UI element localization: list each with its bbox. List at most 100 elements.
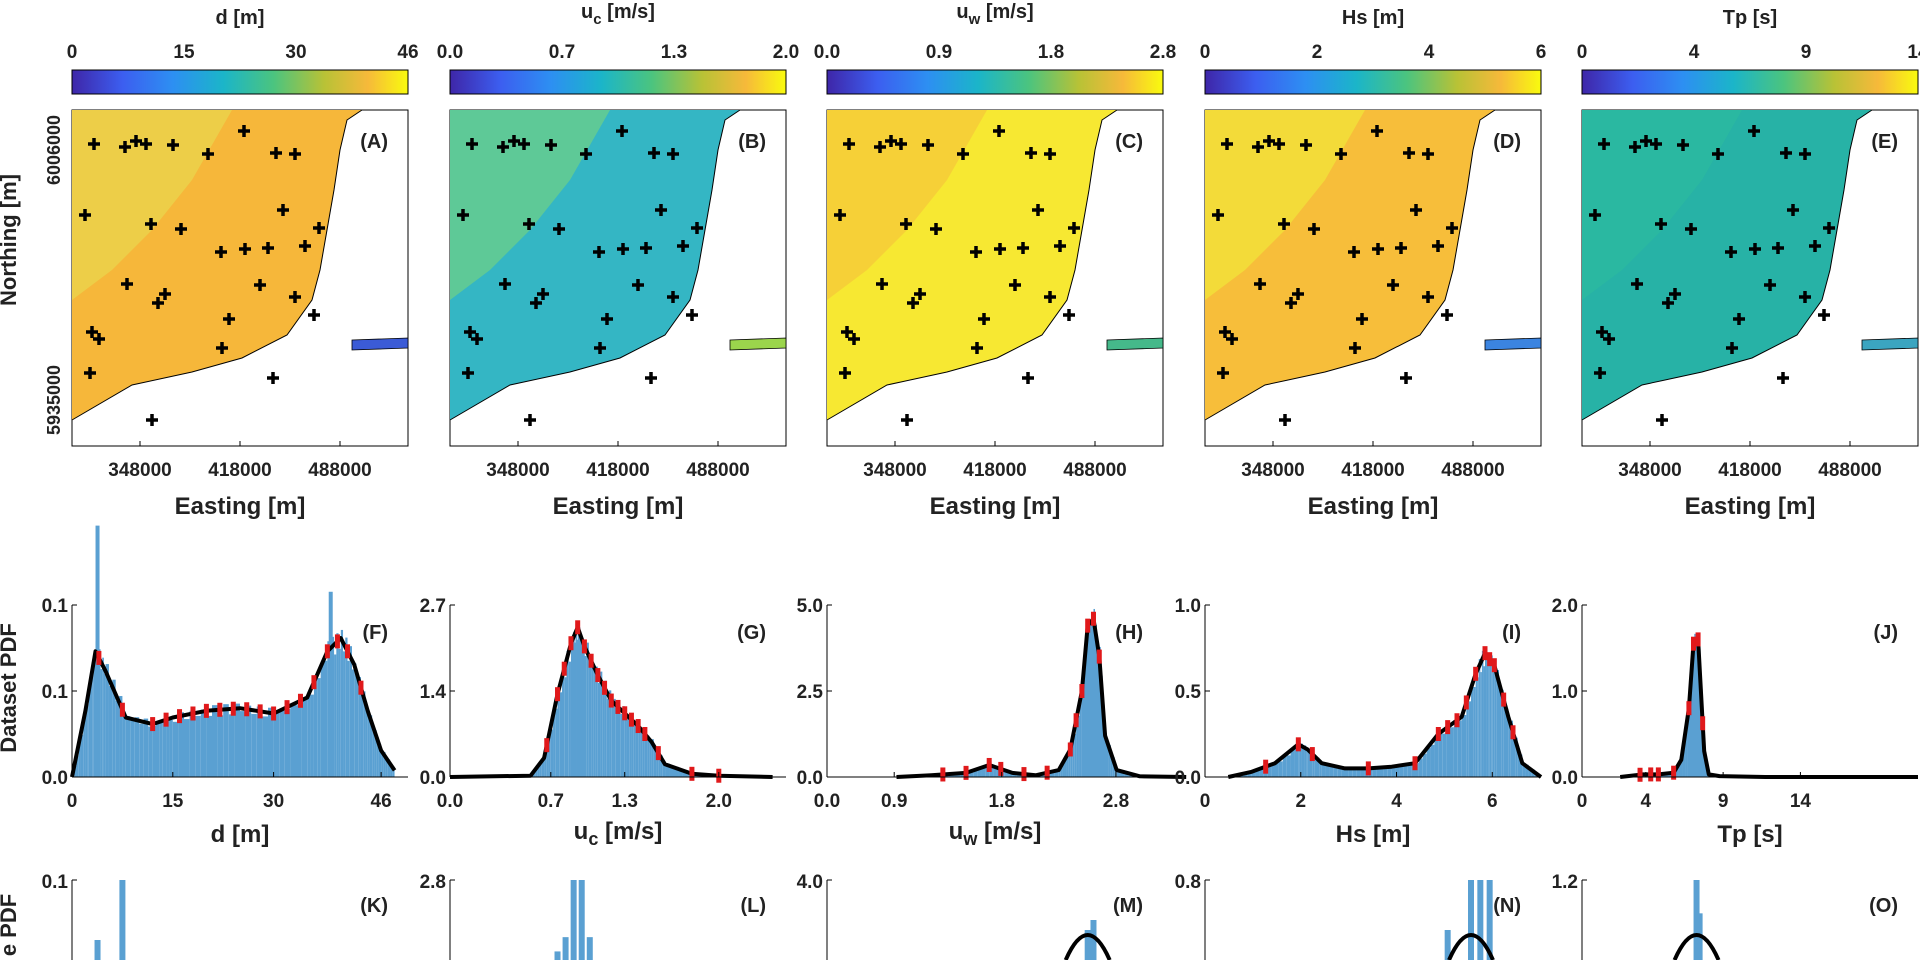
histogram-bar bbox=[1399, 766, 1404, 777]
y-tick-label: 2.7 bbox=[420, 596, 446, 617]
station-marker bbox=[1044, 148, 1056, 160]
x-axis-label: Hs [m] bbox=[1336, 821, 1411, 848]
station-marker bbox=[1772, 242, 1784, 254]
histogram-bar bbox=[1696, 646, 1699, 777]
x-tick-label: 4 bbox=[1391, 791, 1402, 812]
sample-marker bbox=[96, 650, 102, 665]
histogram-bar bbox=[1496, 670, 1499, 777]
sample-marker bbox=[1487, 652, 1493, 667]
histogram-bar bbox=[1383, 768, 1388, 777]
x-tick-label: 0 bbox=[1200, 791, 1211, 812]
sample-marker bbox=[615, 699, 621, 714]
station-marker bbox=[119, 141, 131, 153]
station-marker bbox=[1764, 279, 1776, 291]
map-field bbox=[1581, 109, 1919, 447]
histogram-bar bbox=[1461, 711, 1464, 777]
station-marker bbox=[79, 209, 91, 221]
histogram-bar bbox=[1282, 755, 1287, 777]
station-marker bbox=[1279, 414, 1291, 426]
map-xtick-label: 488000 bbox=[1063, 460, 1126, 481]
map-field bbox=[1204, 109, 1542, 447]
sample-marker bbox=[1090, 611, 1096, 626]
histogram-bar bbox=[184, 719, 190, 777]
station-marker bbox=[1733, 313, 1745, 325]
histogram-bar bbox=[1468, 880, 1474, 960]
histogram-bar bbox=[960, 773, 967, 777]
station-marker bbox=[1221, 138, 1233, 150]
histogram-bar bbox=[378, 744, 382, 777]
colorbar bbox=[1581, 69, 1919, 95]
histogram-bar bbox=[1333, 765, 1338, 777]
sample-panel: 2.8 (L) bbox=[420, 872, 766, 960]
histogram-bar bbox=[1345, 769, 1349, 777]
x-axis-label: uw [m/s] bbox=[949, 818, 1042, 849]
sample-panel: 1.2 (O) bbox=[1552, 872, 1898, 960]
histogram-bar bbox=[618, 702, 621, 777]
histogram-bar bbox=[566, 650, 569, 777]
station-marker bbox=[1356, 313, 1368, 325]
map-panel: Tp [s] 0 4 9 14 (E) 348000 418000 488000Easting … bbox=[1577, 7, 1920, 520]
histogram-bar bbox=[1325, 763, 1330, 777]
histogram-bar bbox=[217, 715, 224, 777]
histogram-bar bbox=[600, 671, 603, 777]
station-marker bbox=[900, 218, 912, 230]
station-marker bbox=[1422, 291, 1434, 303]
panel-label: (I) bbox=[1502, 622, 1521, 644]
sample-marker bbox=[177, 709, 183, 724]
station-marker bbox=[617, 243, 629, 255]
map-field bbox=[826, 109, 1164, 447]
histogram-bar bbox=[1086, 625, 1089, 777]
sample-panel: 4.0 (M) bbox=[797, 872, 1143, 960]
sample-marker bbox=[1637, 767, 1643, 782]
x-tick-label: 0 bbox=[67, 791, 78, 812]
histogram-bar bbox=[376, 737, 379, 777]
sample-marker bbox=[602, 680, 608, 695]
map-xtick-label: 348000 bbox=[863, 460, 926, 481]
histogram-bar bbox=[78, 742, 81, 777]
histogram-bar bbox=[678, 769, 683, 777]
station-marker bbox=[593, 246, 605, 258]
station-marker bbox=[1422, 148, 1434, 160]
histogram-bar bbox=[130, 720, 135, 777]
histogram-bar bbox=[1091, 625, 1094, 777]
histogram-bar bbox=[234, 703, 240, 777]
histogram-bar bbox=[262, 716, 268, 777]
station-marker bbox=[130, 135, 142, 147]
station-marker bbox=[1068, 222, 1080, 234]
land-mask bbox=[1581, 109, 1919, 447]
sample-marker bbox=[1690, 636, 1696, 651]
station-marker bbox=[523, 218, 535, 230]
histogram-bar bbox=[1691, 675, 1693, 777]
histogram-bar bbox=[352, 669, 355, 777]
histogram-bar bbox=[1090, 920, 1097, 960]
colorbar-tick-label: 0.0 bbox=[437, 42, 463, 63]
histogram-bar bbox=[223, 704, 229, 777]
x-tick-label: 9 bbox=[1718, 791, 1729, 812]
histogram-bar bbox=[103, 673, 106, 777]
station-marker bbox=[1823, 222, 1835, 234]
colorbar-tick-label: 15 bbox=[173, 42, 195, 63]
histogram-bar bbox=[189, 710, 196, 777]
station-marker bbox=[146, 414, 158, 426]
pdf-panel: 0.1 0.1 0.00 15 30 46 (F) d [m] bbox=[42, 525, 408, 848]
x-tick-label: 0.0 bbox=[437, 791, 463, 812]
station-marker bbox=[843, 138, 855, 150]
histogram-bar bbox=[1457, 720, 1462, 777]
histogram-bar bbox=[1076, 715, 1079, 777]
histogram-bar bbox=[1695, 650, 1697, 777]
colorbar-tick-label: 0.7 bbox=[549, 42, 575, 63]
map-panel: uw [m/s] 0.0 0.9 1.8 2.8 (C) 348000 418000 48800… bbox=[814, 1, 1176, 520]
histogram-bar bbox=[1483, 666, 1485, 777]
sample-marker bbox=[1700, 716, 1706, 731]
station-marker bbox=[1263, 135, 1275, 147]
histogram-bar bbox=[640, 731, 643, 777]
sample-marker bbox=[1309, 747, 1315, 762]
histogram-bar bbox=[581, 636, 583, 777]
histogram-bar bbox=[642, 729, 645, 777]
histogram-bar bbox=[662, 761, 666, 777]
map-xlabel: Easting [m] bbox=[1308, 493, 1439, 520]
histogram-bar bbox=[1356, 767, 1361, 777]
histogram-bar bbox=[588, 663, 592, 777]
station-marker bbox=[239, 243, 251, 255]
